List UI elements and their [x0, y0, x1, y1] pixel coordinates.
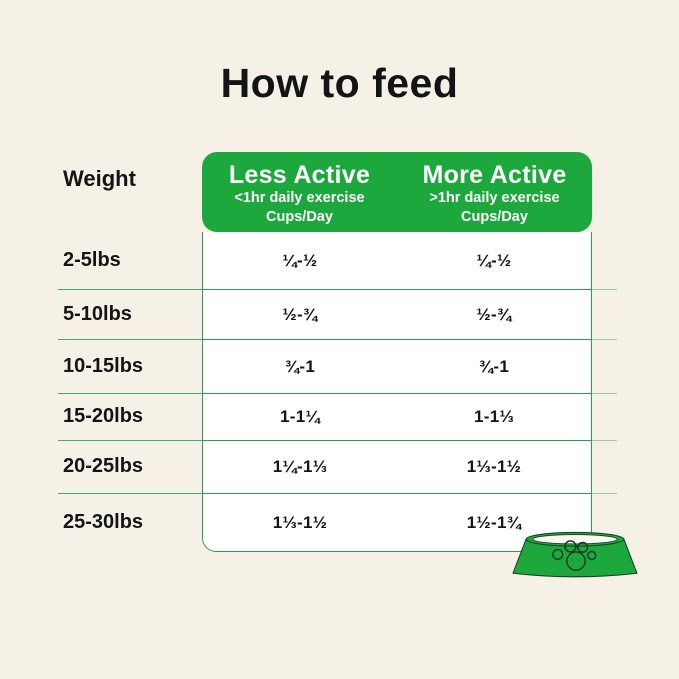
- more-active-value: ½-¾: [476, 304, 512, 324]
- row-divider: [592, 393, 617, 395]
- page-title: How to feed: [220, 60, 459, 106]
- more-active-value: 1⅓-1½: [466, 457, 522, 476]
- row-divider: [592, 440, 617, 442]
- weight-column-header: Weight: [63, 166, 136, 191]
- less-active-value: ¾-1: [284, 356, 316, 376]
- less-active-value: ½-¾: [282, 304, 318, 324]
- dog-bowl-paw-icon: [512, 531, 638, 578]
- column-less-active: Less Active <1hr daily exercise Cups/Day: [202, 152, 397, 232]
- more-active-value: ¼-½: [476, 250, 512, 270]
- row-divider: [592, 493, 617, 495]
- less-active-value: ¼-½: [282, 250, 318, 270]
- weight-label: 20-25lbs: [63, 455, 144, 477]
- weight-label: 15-20lbs: [63, 405, 144, 427]
- table-row: ¾-1 ¾-1: [203, 339, 591, 393]
- table-row: 1¼-1⅓ 1⅓-1½: [203, 440, 591, 493]
- weight-label: 25-30lbs: [63, 511, 144, 533]
- more-active-value: 1½-1¾: [466, 513, 522, 532]
- weight-label: 2-5lbs: [63, 249, 121, 271]
- less-active-unit: Cups/Day: [266, 209, 333, 225]
- table-row: ½-¾ ½-¾: [203, 289, 591, 339]
- table-row: 1-1¼ 1-1⅓: [203, 393, 591, 440]
- less-active-value: 1⅓-1½: [272, 513, 328, 532]
- table-column-header: Less Active <1hr daily exercise Cups/Day…: [202, 152, 592, 232]
- more-active-value: ¾-1: [478, 356, 510, 376]
- row-divider: [58, 289, 202, 291]
- row-divider: [58, 440, 202, 442]
- more-active-exercise: >1hr daily exercise: [429, 190, 560, 206]
- row-divider: [58, 339, 202, 341]
- column-more-active: More Active >1hr daily exercise Cups/Day: [397, 152, 592, 232]
- paw-print-icon: [552, 540, 597, 571]
- more-active-unit: Cups/Day: [461, 209, 528, 225]
- row-divider: [58, 493, 202, 495]
- more-active-title: More Active: [422, 161, 567, 189]
- less-active-exercise: <1hr daily exercise: [234, 190, 365, 206]
- less-active-value: 1¼-1⅓: [272, 457, 328, 476]
- row-divider: [592, 289, 617, 291]
- less-active-value: 1-1¼: [280, 407, 320, 426]
- row-divider: [592, 339, 617, 341]
- row-divider: [58, 393, 202, 395]
- more-active-value: 1-1⅓: [474, 407, 514, 426]
- table-row: 1⅓-1½ 1½-1¾: [203, 493, 591, 552]
- weight-label: 5-10lbs: [63, 302, 132, 325]
- feeding-table: ¼-½ ¼-½ ½-¾ ½-¾ ¾-1 ¾-1 1-1¼ 1-1⅓ 1¼-1⅓ …: [202, 232, 592, 552]
- less-active-title: Less Active: [228, 161, 371, 189]
- table-row: ¼-½ ¼-½: [203, 232, 591, 289]
- weight-label: 10-15lbs: [63, 354, 144, 377]
